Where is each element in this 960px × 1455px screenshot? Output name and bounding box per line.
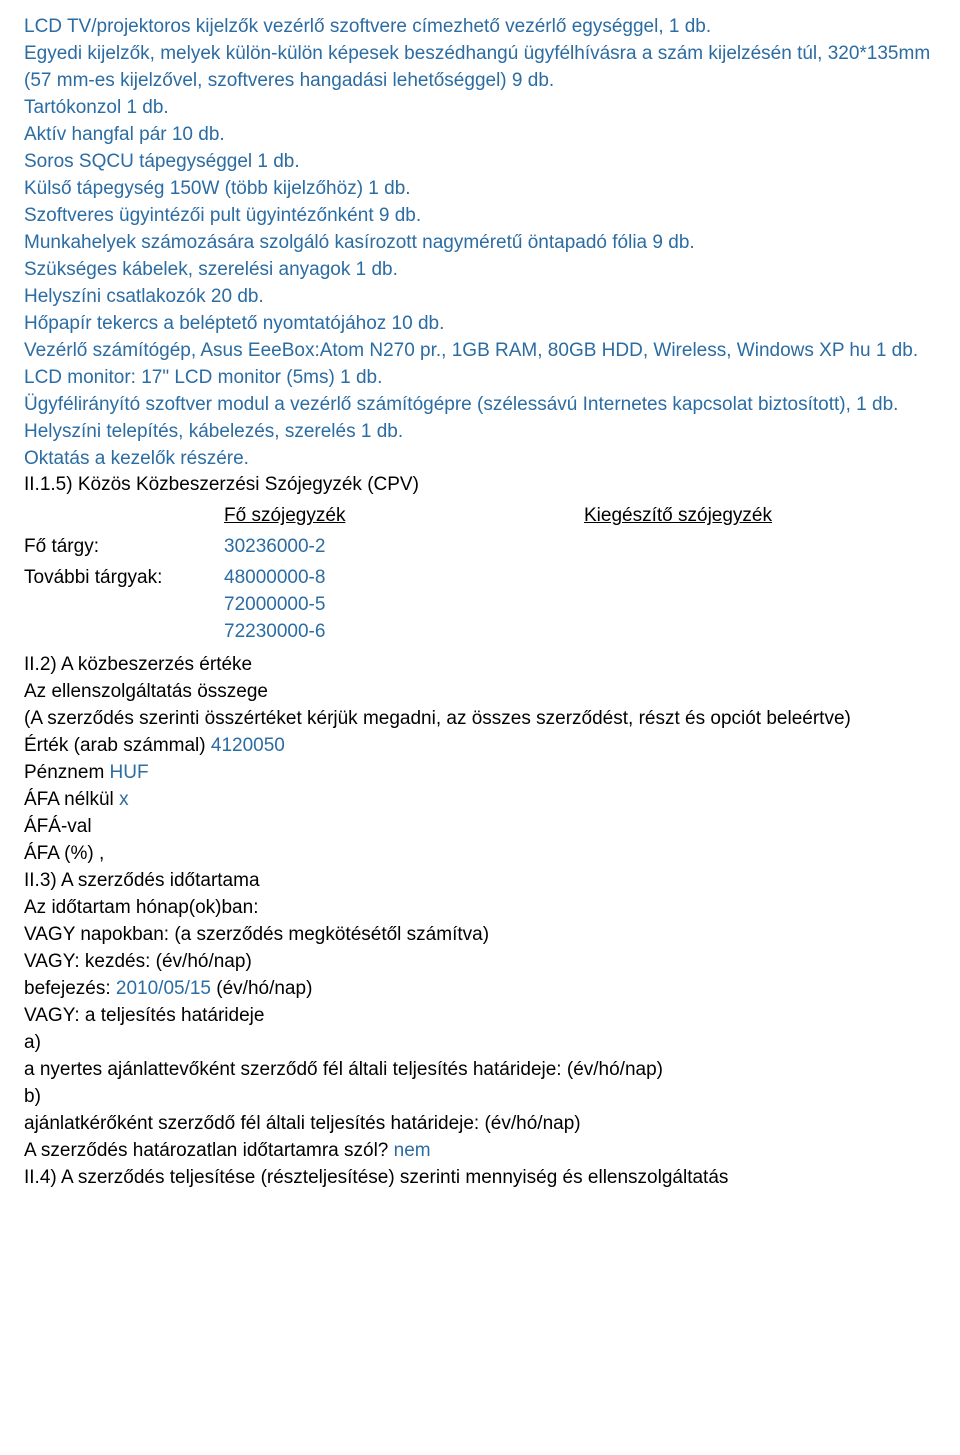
vat-excl-label: ÁFA nélkül bbox=[24, 789, 119, 810]
spec-line-4: Aktív hangfal pár 10 db. bbox=[24, 122, 936, 149]
cpv-code: 72230000-6 bbox=[224, 619, 584, 646]
header-main-vocab: Fő szójegyzék bbox=[224, 501, 584, 532]
currency-value: HUF bbox=[110, 762, 149, 783]
cpv-table: Fő szójegyzék Kiegészítő szójegyzék Fő t… bbox=[24, 501, 864, 648]
value-amount: 4120050 bbox=[211, 735, 285, 756]
table-header-row: Fő szójegyzék Kiegészítő szójegyzék bbox=[24, 501, 864, 532]
vat-excl-line: ÁFA nélkül x bbox=[24, 787, 936, 814]
spec-line-9: Szükséges kábelek, szerelési anyagok 1 d… bbox=[24, 257, 936, 284]
end-date-value: 2010/05/15 bbox=[116, 978, 211, 999]
vat-incl-line: ÁFÁ-val bbox=[24, 814, 936, 841]
indefinite-term-label: A szerződés határozatlan időtartamra szó… bbox=[24, 1140, 394, 1161]
spec-line-10: Helyszíni csatlakozók 20 db. bbox=[24, 284, 936, 311]
text-line: VAGY napokban: (a szerződés megkötésétől… bbox=[24, 922, 936, 949]
spec-line-3: Tartókonzol 1 db. bbox=[24, 95, 936, 122]
document-body: LCD TV/projektoros kijelzők vezérlő szof… bbox=[24, 14, 936, 1192]
text-line: Az ellenszolgáltatás összege bbox=[24, 679, 936, 706]
vat-pct-line: ÁFA (%) , bbox=[24, 841, 936, 868]
value-line: Érték (arab számmal) 4120050 bbox=[24, 733, 936, 760]
vat-excl-mark: x bbox=[119, 789, 129, 810]
indefinite-term-value: nem bbox=[394, 1140, 431, 1161]
end-date-label: befejezés: bbox=[24, 978, 116, 999]
spec-line-13: LCD monitor: 17" LCD monitor (5ms) 1 db. bbox=[24, 365, 936, 392]
spec-line-5: Soros SQCU tápegységgel 1 db. bbox=[24, 149, 936, 176]
spec-line-16: Oktatás a kezelők részére. bbox=[24, 446, 936, 473]
indefinite-term-line: A szerződés határozatlan időtartamra szó… bbox=[24, 1138, 936, 1165]
spec-line-15: Helyszíni telepítés, kábelezés, szerelés… bbox=[24, 419, 936, 446]
cpv-code: 72000000-5 bbox=[224, 592, 584, 619]
additional-subject-codes: 48000000-8 72000000-5 72230000-6 bbox=[224, 563, 584, 648]
main-subject-label: Fő tárgy: bbox=[24, 532, 224, 563]
cpv-heading: II.1.5) Közös Közbeszerzési Szójegyzék (… bbox=[24, 472, 936, 499]
end-date-line: befejezés: 2010/05/15 (év/hó/nap) bbox=[24, 976, 936, 1003]
header-sup-vocab: Kiegészítő szójegyzék bbox=[584, 501, 864, 532]
text-line: VAGY: kezdés: (év/hó/nap) bbox=[24, 949, 936, 976]
cpv-code: 48000000-8 bbox=[224, 565, 584, 592]
table-row: További tárgyak: 48000000-8 72000000-5 7… bbox=[24, 563, 864, 648]
currency-line: Pénznem HUF bbox=[24, 760, 936, 787]
text-line: a nyertes ajánlattevőként szerződő fél á… bbox=[24, 1057, 936, 1084]
section-ii3-heading: II.3) A szerződés időtartama bbox=[24, 868, 936, 895]
value-label: Érték (arab számmal) bbox=[24, 735, 211, 756]
text-line: a) bbox=[24, 1030, 936, 1057]
text-line: (A szerződés szerinti összértéket kérjük… bbox=[24, 706, 936, 733]
spec-line-7: Szoftveres ügyintézői pult ügyintézőnkén… bbox=[24, 203, 936, 230]
currency-label: Pénznem bbox=[24, 762, 110, 783]
end-date-suffix: (év/hó/nap) bbox=[211, 978, 312, 999]
spec-line-2: Egyedi kijelzők, melyek külön-külön képe… bbox=[24, 41, 936, 95]
main-subject-code: 30236000-2 bbox=[224, 532, 584, 563]
section-ii2-heading: II.2) A közbeszerzés értéke bbox=[24, 652, 936, 679]
section-ii4-heading: II.4) A szerződés teljesítése (résztelje… bbox=[24, 1165, 936, 1192]
spec-line-14: Ügyfélirányító szoftver modul a vezérlő … bbox=[24, 392, 936, 419]
spec-line-11: Hőpapír tekercs a beléptető nyomtatójáho… bbox=[24, 311, 936, 338]
text-line: ajánlatkérőként szerződő fél általi telj… bbox=[24, 1111, 936, 1138]
spec-line-8: Munkahelyek számozására szolgáló kasíroz… bbox=[24, 230, 936, 257]
spec-line-12: Vezérlő számítógép, Asus EeeBox:Atom N27… bbox=[24, 338, 936, 365]
text-line: b) bbox=[24, 1084, 936, 1111]
table-row: Fő tárgy: 30236000-2 bbox=[24, 532, 864, 563]
text-line: Az időtartam hónap(ok)ban: bbox=[24, 895, 936, 922]
additional-subject-label: További tárgyak: bbox=[24, 563, 224, 648]
spec-line-1: LCD TV/projektoros kijelzők vezérlő szof… bbox=[24, 14, 936, 41]
text-line: VAGY: a teljesítés határideje bbox=[24, 1003, 936, 1030]
spec-line-6: Külső tápegység 150W (több kijelzőhöz) 1… bbox=[24, 176, 936, 203]
